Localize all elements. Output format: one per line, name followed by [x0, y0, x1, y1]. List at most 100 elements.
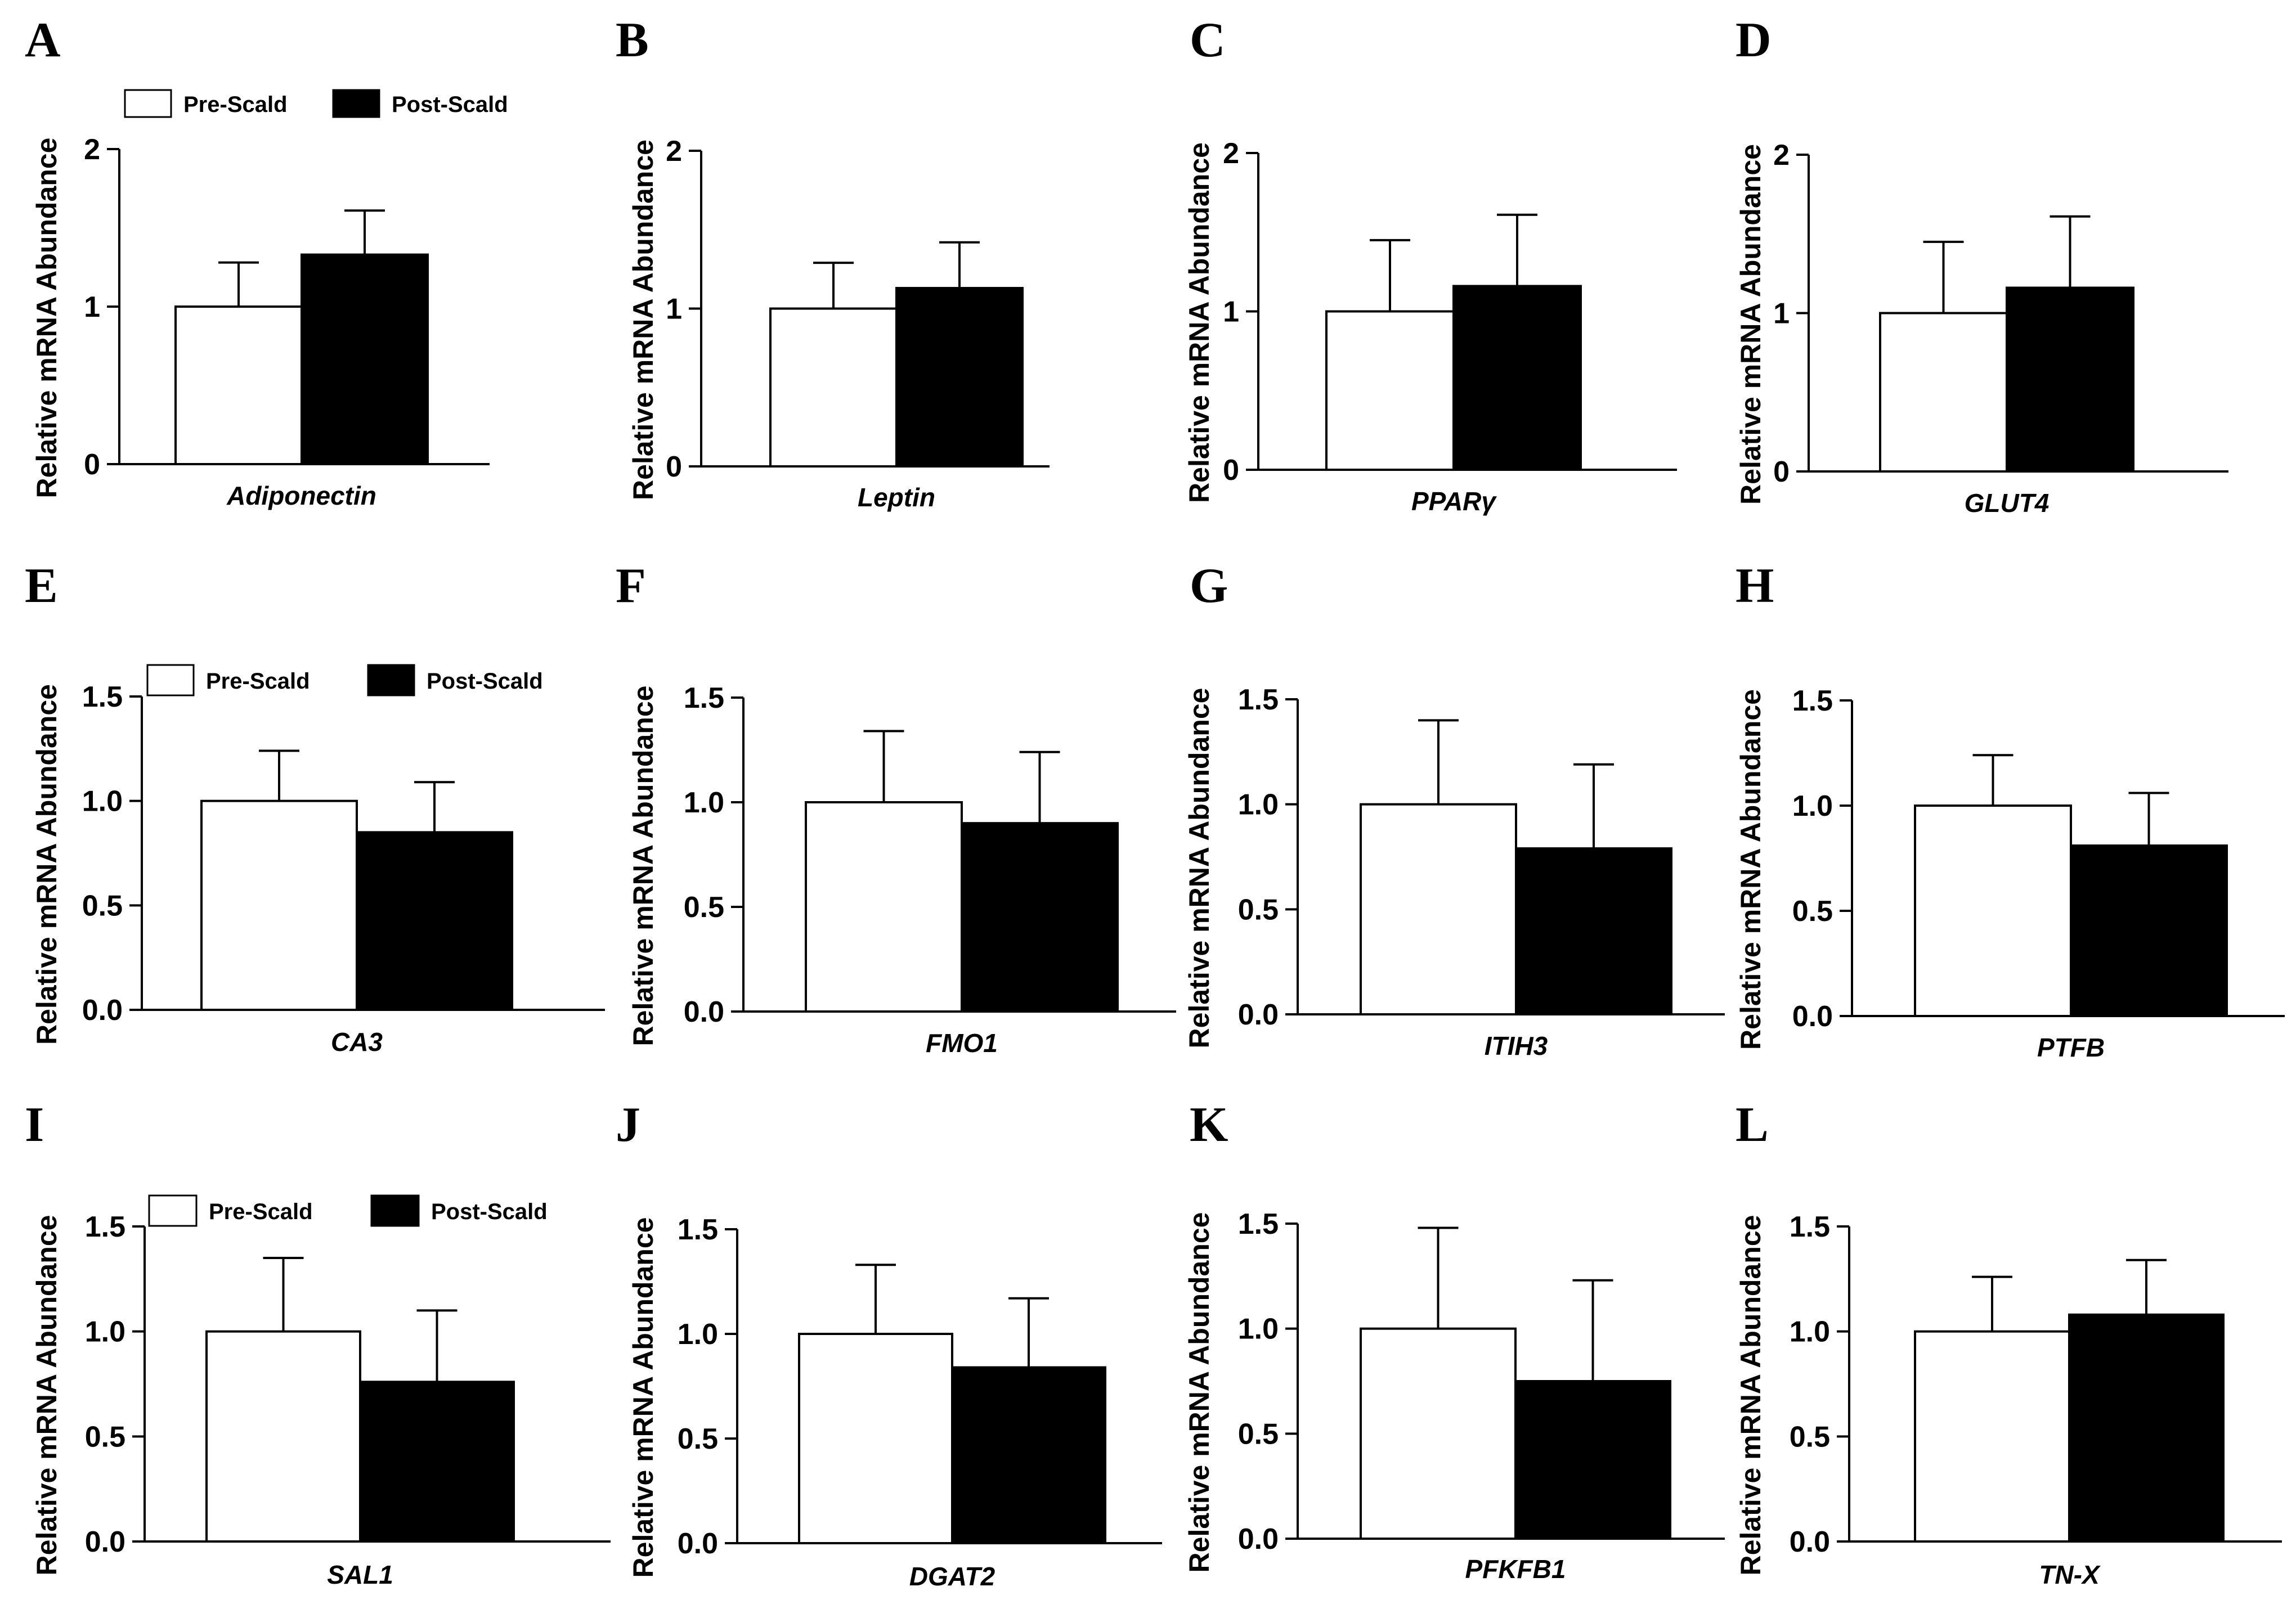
y-tick-label: 0.5 — [1790, 1421, 1830, 1453]
bar-pre-scald — [1325, 310, 1455, 471]
y-tick-label: 1.0 — [85, 1316, 125, 1349]
y-tick-label: 0.0 — [1238, 999, 1279, 1031]
y-tick-label: 1.0 — [684, 786, 724, 819]
chart-panel-a: A Relative mRNA Abundance 0 1 2 Adiponectin Pr… — [25, 13, 508, 510]
legend-label: Post-Scald — [427, 669, 543, 694]
panel-label: C — [1190, 13, 1226, 68]
bar-post-scald — [961, 822, 1119, 1013]
bar-post-scald — [2006, 286, 2134, 473]
bar-pre-scald — [805, 801, 963, 1013]
y-tick-label: 1.5 — [678, 1214, 718, 1246]
chart-panel-c: C Relative mRNA Abundance 0 1 2 PPARγ — [1183, 13, 1677, 516]
bar-pre-scald — [1360, 803, 1517, 1015]
x-axis-label: TN-X — [2039, 1560, 2101, 1589]
y-tick-label: 0 — [1773, 456, 1790, 488]
panel-label: G — [1190, 559, 1228, 613]
chart-panel-i: I Relative mRNA Abundance 0.0 0.5 1.0 1.5 SAL1… — [25, 1098, 611, 1589]
y-tick-label: 0.0 — [684, 996, 724, 1028]
legend-label: Pre-Scald — [183, 92, 288, 117]
x-axis-label: FMO1 — [926, 1028, 998, 1058]
bar-post-scald — [1515, 847, 1672, 1015]
y-axis-label: Relative mRNA Abundance — [1183, 688, 1215, 1049]
chart-panel-f: F Relative mRNA Abundance 0.0 0.5 1.0 1.5 FMO1 — [616, 559, 1176, 1058]
legend-swatch-post-scald — [367, 664, 415, 696]
y-tick-label: 1.5 — [1790, 1211, 1830, 1243]
chart-panel-e: E Relative mRNA Abundance 0.0 0.5 1.0 1.5 CA3 P… — [25, 559, 605, 1057]
y-tick-label: 0.5 — [678, 1423, 718, 1455]
x-axis-label: PFKFB1 — [1465, 1554, 1566, 1584]
y-tick-label: 2 — [1223, 137, 1239, 170]
y-axis-label: Relative mRNA Abundance — [627, 140, 659, 500]
y-tick-label: 1.0 — [1790, 1316, 1830, 1349]
y-tick-label: 1 — [666, 293, 682, 326]
panel-label: I — [25, 1098, 44, 1152]
y-tick-label: 1.0 — [1792, 790, 1833, 823]
y-axis-label: Relative mRNA Abundance — [627, 1217, 659, 1578]
x-axis-label: Adiponectin — [226, 481, 376, 510]
bar-post-scald — [2068, 1313, 2225, 1543]
legend-label: Pre-Scald — [209, 1199, 313, 1224]
bar-post-scald — [359, 1381, 515, 1543]
legend-swatch-pre-scald — [148, 1194, 198, 1227]
y-tick-label: 0.5 — [85, 1421, 125, 1453]
bar-post-scald — [895, 287, 1024, 468]
y-tick-label: 1 — [84, 291, 100, 323]
y-tick-label: 0 — [1223, 454, 1239, 487]
y-tick-label: 1.0 — [1238, 1313, 1279, 1346]
x-axis-label: ITIH3 — [1485, 1031, 1548, 1060]
bar-pre-scald — [1914, 805, 2072, 1017]
y-tick-label: 0.5 — [1238, 1418, 1279, 1450]
y-axis-label: Relative mRNA Abundance — [1183, 142, 1215, 503]
panel-label: L — [1736, 1098, 1769, 1152]
y-axis-label: Relative mRNA Abundance — [31, 1215, 62, 1576]
y-tick-label: 1.5 — [82, 681, 123, 713]
legend-swatch-post-scald — [332, 89, 380, 118]
y-axis-label: Relative mRNA Abundance — [1735, 689, 1766, 1050]
legend-swatch-pre-scald — [146, 664, 195, 696]
y-axis-label: Relative mRNA Abundance — [1735, 144, 1766, 505]
y-tick-label: 0.5 — [82, 889, 123, 922]
chart-panel-k: K Relative mRNA Abundance 0.0 0.5 1.0 1.5 PFKF… — [1183, 1098, 1725, 1584]
y-tick-label: 1.0 — [82, 785, 123, 818]
y-tick-label: 0.5 — [1238, 893, 1279, 926]
bar-pre-scald — [200, 799, 358, 1011]
x-axis-label: PTFB — [2037, 1033, 2105, 1062]
bar-pre-scald — [174, 305, 303, 465]
x-axis-label: SAL1 — [327, 1560, 393, 1589]
y-tick-label: 0 — [666, 451, 682, 483]
y-axis-label: Relative mRNA Abundance — [31, 684, 62, 1045]
y-tick-label: 0.0 — [85, 1526, 125, 1558]
y-tick-label: 1.5 — [1238, 684, 1279, 716]
y-tick-label: 1.5 — [85, 1211, 125, 1243]
x-axis-label: CA3 — [331, 1027, 383, 1057]
panel-label: K — [1190, 1098, 1228, 1152]
bar-pre-scald — [769, 307, 898, 468]
bar-post-scald — [301, 253, 429, 465]
panel-label: H — [1736, 559, 1774, 613]
x-axis-label: GLUT4 — [1965, 488, 2050, 518]
legend-label: Post-Scald — [431, 1199, 548, 1224]
bar-post-scald — [356, 831, 513, 1012]
legend-label: Pre-Scald — [206, 669, 310, 694]
legend: Pre-Scald Post-Scald — [124, 89, 508, 118]
y-axis-label: Relative mRNA Abundance — [31, 138, 62, 498]
y-tick-label: 0.0 — [1238, 1523, 1279, 1556]
y-tick-label: 0.0 — [82, 994, 123, 1027]
y-tick-label: 2 — [1773, 139, 1790, 172]
chart-panel-b: B Relative mRNA Abundance 0 1 2 Leptin — [616, 13, 1050, 512]
y-tick-label: 0.5 — [1792, 895, 1833, 928]
chart-panel-j: J Relative mRNA Abundance 0.0 0.5 1.0 1.5 DGAT… — [616, 1098, 1162, 1591]
y-axis-label: Relative mRNA Abundance — [627, 686, 659, 1046]
y-tick-label: 0.0 — [1792, 1000, 1833, 1033]
y-axis-label: Relative mRNA Abundance — [1735, 1215, 1766, 1576]
y-tick-label: 0.5 — [684, 891, 724, 924]
x-axis-label: DGAT2 — [909, 1562, 995, 1591]
y-tick-label: 1 — [1223, 296, 1239, 329]
bar-pre-scald — [1879, 312, 2008, 473]
legend: Pre-Scald Post-Scald — [148, 1194, 548, 1227]
legend: Pre-Scald Post-Scald — [146, 664, 543, 696]
y-tick-label: 0.0 — [1790, 1526, 1830, 1558]
y-tick-label: 0 — [84, 448, 100, 481]
legend-swatch-post-scald — [370, 1194, 420, 1227]
